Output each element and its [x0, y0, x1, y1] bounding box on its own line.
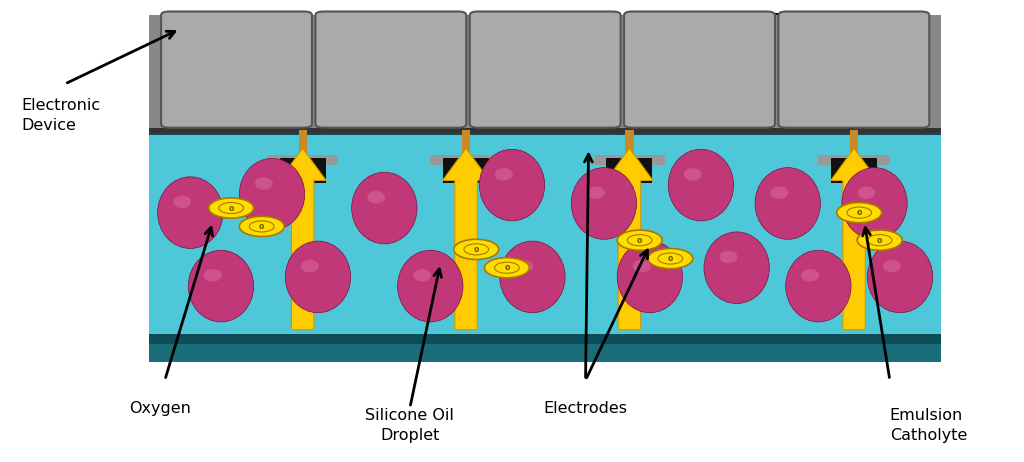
FancyArrow shape	[280, 148, 326, 330]
Ellipse shape	[413, 269, 431, 282]
Ellipse shape	[255, 177, 272, 190]
Text: o: o	[856, 208, 862, 217]
Bar	[443, 158, 489, 183]
Ellipse shape	[755, 168, 820, 239]
Ellipse shape	[883, 260, 901, 273]
Ellipse shape	[703, 232, 769, 304]
Circle shape	[484, 258, 529, 278]
Ellipse shape	[500, 241, 565, 313]
Ellipse shape	[842, 168, 907, 239]
Ellipse shape	[204, 269, 222, 282]
Ellipse shape	[173, 195, 191, 208]
Bar	[150, 123, 941, 134]
FancyArrow shape	[606, 148, 653, 330]
Circle shape	[209, 198, 254, 218]
Ellipse shape	[801, 269, 819, 282]
Bar	[831, 158, 878, 183]
Ellipse shape	[158, 177, 223, 249]
Bar	[150, 125, 941, 133]
Bar	[606, 158, 652, 183]
Circle shape	[454, 239, 499, 260]
FancyBboxPatch shape	[161, 12, 312, 128]
Text: Electronic
Device: Electronic Device	[22, 98, 101, 133]
Bar	[818, 155, 890, 165]
Ellipse shape	[571, 168, 637, 239]
Ellipse shape	[857, 187, 876, 199]
Text: o: o	[637, 236, 642, 245]
Ellipse shape	[684, 168, 701, 181]
Text: Silicone Oil
Droplet: Silicone Oil Droplet	[366, 408, 455, 443]
Ellipse shape	[368, 191, 385, 204]
Bar	[150, 344, 941, 362]
FancyArrow shape	[830, 148, 878, 330]
Ellipse shape	[515, 260, 534, 273]
Bar	[430, 155, 502, 165]
Circle shape	[617, 230, 663, 250]
Ellipse shape	[286, 241, 350, 313]
Text: o: o	[877, 236, 883, 245]
Bar	[626, 130, 634, 155]
Bar	[150, 103, 941, 362]
Ellipse shape	[867, 241, 933, 313]
Bar	[150, 334, 941, 344]
Circle shape	[240, 216, 285, 237]
Text: o: o	[473, 245, 479, 254]
Ellipse shape	[771, 187, 788, 199]
Ellipse shape	[669, 149, 733, 221]
Ellipse shape	[633, 260, 650, 273]
Bar	[299, 130, 307, 155]
Circle shape	[857, 230, 902, 250]
Bar	[150, 103, 941, 123]
Bar	[462, 130, 470, 155]
Text: o: o	[259, 222, 264, 231]
Text: Electrodes: Electrodes	[544, 401, 628, 416]
Ellipse shape	[188, 250, 254, 322]
Bar	[850, 130, 858, 155]
Text: o: o	[504, 263, 510, 272]
Text: o: o	[228, 204, 233, 213]
Ellipse shape	[351, 172, 417, 244]
Ellipse shape	[301, 260, 318, 273]
Ellipse shape	[785, 250, 851, 322]
Ellipse shape	[720, 251, 737, 263]
FancyBboxPatch shape	[778, 12, 930, 128]
Circle shape	[837, 202, 882, 223]
Text: Oxygen: Oxygen	[129, 401, 190, 416]
FancyBboxPatch shape	[315, 12, 466, 128]
Text: Emulsion
Catholyte: Emulsion Catholyte	[890, 408, 968, 443]
Bar	[280, 158, 326, 183]
FancyBboxPatch shape	[624, 12, 775, 128]
Bar	[594, 155, 666, 165]
FancyBboxPatch shape	[470, 12, 621, 128]
Bar	[267, 155, 338, 165]
Ellipse shape	[479, 149, 545, 221]
Ellipse shape	[617, 241, 683, 313]
FancyArrow shape	[442, 148, 489, 330]
Ellipse shape	[495, 168, 513, 181]
Ellipse shape	[397, 250, 463, 322]
Ellipse shape	[587, 187, 605, 199]
Ellipse shape	[240, 158, 305, 230]
Circle shape	[648, 249, 693, 269]
Text: Oxygen Delivery in Synthetic Flow Cell Vasculature: Oxygen Delivery in Synthetic Flow Cell V…	[171, 13, 853, 37]
Bar	[150, 15, 941, 128]
Text: o: o	[668, 254, 673, 263]
